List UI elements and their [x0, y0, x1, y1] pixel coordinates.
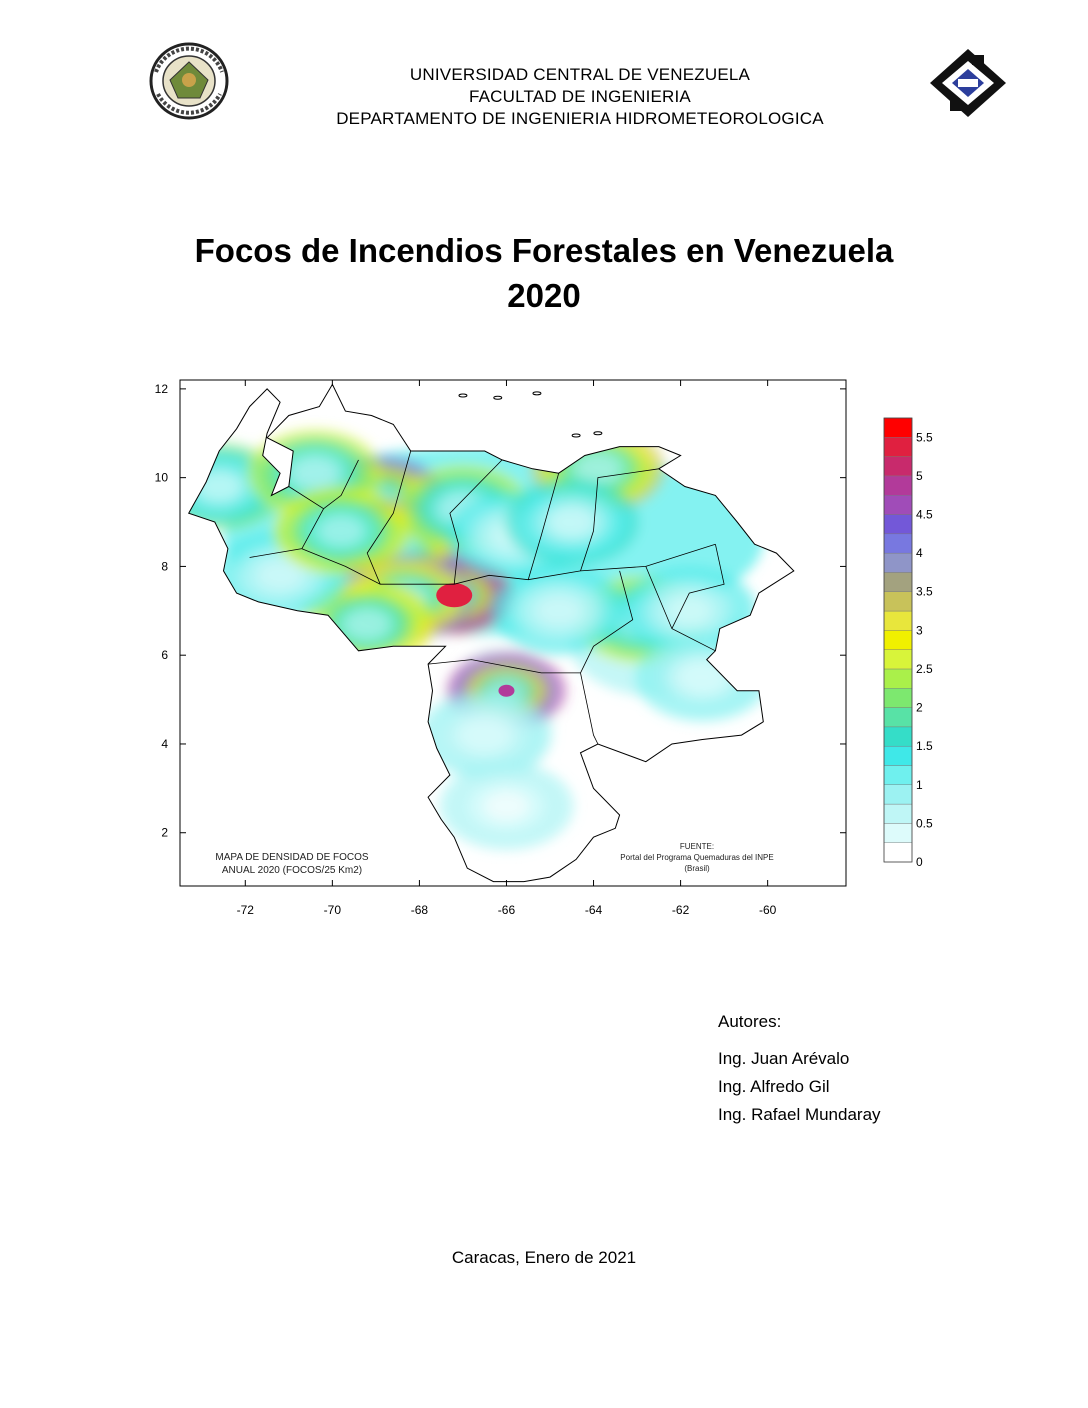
colorbar-label: 2.5 — [916, 662, 933, 676]
color-legend: 0 0.5 1 1.5 2 2.5 3 3.5 4 4.5 5 5.5 — [883, 417, 933, 869]
colorbar-swatch — [883, 552, 913, 573]
colorbar-label: 3.5 — [916, 585, 933, 599]
density-mark — [549, 507, 594, 537]
island — [571, 433, 581, 438]
map-source-2: Portal del Programa Quemaduras del INPE — [620, 853, 773, 862]
colorbar-swatch — [883, 475, 913, 496]
density-mark — [680, 662, 725, 692]
island — [458, 393, 468, 398]
colorbar-swatch — [883, 823, 913, 843]
header-department: DEPARTAMENTO DE INGENIERIA HIDROMETEOROL… — [336, 109, 824, 128]
x-tick-label: -68 — [411, 903, 429, 917]
state-border — [527, 473, 560, 580]
author-name: Ing. Rafael Mundaray — [718, 1105, 881, 1124]
colorbar-swatch — [883, 572, 913, 592]
page-title-year: 2020 — [507, 277, 581, 314]
colorbar-label: 5.5 — [916, 430, 933, 444]
colorbar-swatch — [883, 842, 913, 863]
colorbar-swatch — [883, 630, 913, 650]
x-tick-label: -72 — [237, 903, 255, 917]
state-border — [580, 570, 634, 745]
colorbar-swatch — [883, 668, 913, 689]
state-border — [366, 450, 412, 585]
y-tick-label: 6 — [161, 648, 168, 662]
colorbar-label: 1.5 — [916, 739, 933, 753]
density-peak — [436, 583, 473, 608]
colorbar-label: 2 — [916, 701, 923, 715]
x-tick-label: -64 — [585, 903, 603, 917]
colorbar-label: 3 — [916, 623, 923, 637]
university-seal-icon — [149, 42, 229, 120]
density-mark — [484, 791, 529, 821]
place-date: Caracas, Enero de 2021 — [451, 1248, 637, 1267]
island — [493, 395, 503, 400]
venezuela-border — [187, 383, 795, 883]
colorbar-label: 0 — [916, 855, 923, 869]
country-outline — [187, 383, 795, 883]
x-tick-label: -66 — [498, 903, 516, 917]
y-tick-label: 10 — [155, 471, 169, 485]
density-mark — [258, 560, 303, 590]
colorbar-label: 5 — [916, 469, 923, 483]
state-border — [671, 544, 725, 629]
author-name: Ing. Alfredo Gil — [718, 1077, 830, 1096]
colorbar-swatch — [883, 745, 913, 766]
y-tick-label: 2 — [161, 826, 168, 840]
density-mark — [667, 596, 712, 626]
page-title: Focos de Incendios Forestales en Venezue… — [194, 232, 894, 269]
header-university: UNIVERSIDAD CENTRAL DE VENEZUELA — [409, 65, 751, 84]
island — [593, 431, 603, 436]
density-mark — [318, 516, 364, 546]
state-border — [428, 659, 581, 674]
density-mark — [462, 720, 507, 750]
x-tick-label: -60 — [759, 903, 777, 917]
state-border — [288, 459, 359, 510]
colorbar-swatch — [883, 533, 913, 554]
colorbar-swatch — [883, 707, 913, 728]
colorbar-swatch — [883, 514, 913, 535]
colorbar-swatch — [883, 417, 913, 438]
colorbar-label: 4 — [916, 546, 923, 560]
colorbar-swatch — [883, 803, 913, 824]
island — [532, 391, 542, 396]
state-border — [580, 468, 659, 572]
colorbar-swatch — [883, 765, 913, 785]
density-mark — [197, 472, 242, 501]
map-source-1: FUENTE: — [680, 842, 714, 851]
fire-density-map: -72 -70 -68 -66 -64 -62 -60 2 4 6 8 10 12 0 0.5 1 1.5 2 2… — [155, 379, 933, 917]
y-tick-label: 12 — [155, 382, 169, 396]
map-source-3: (Brasil) — [684, 864, 710, 873]
colorbar-label: 4.5 — [916, 508, 933, 522]
colorbar-swatch — [883, 610, 913, 631]
y-tick-label: 8 — [161, 559, 168, 573]
x-tick-label: -70 — [324, 903, 342, 917]
authors-heading: Autores: — [718, 1012, 782, 1031]
density-layer — [188, 424, 770, 851]
density-mark — [345, 609, 390, 639]
colorbar-label: 0.5 — [916, 816, 933, 830]
state-border — [449, 459, 503, 585]
colorbar-swatch — [883, 688, 913, 708]
colorbar-swatch — [883, 437, 913, 457]
header-faculty: FACULTAD DE INGENIERIA — [469, 87, 691, 106]
colorbar-swatch — [883, 726, 913, 747]
colorbar-swatch — [883, 784, 913, 805]
map-note-left-1: MAPA DE DENSIDAD DE FOCOS — [215, 852, 369, 863]
density-peak — [498, 684, 515, 697]
colorbar-swatch — [883, 495, 913, 515]
department-emblem-icon — [930, 49, 1006, 117]
density-mark — [536, 596, 581, 626]
colorbar-swatch — [883, 591, 913, 612]
density-mark — [292, 458, 338, 488]
map-note-left-2: ANUAL 2020 (FOCOS/25 Km2) — [222, 865, 362, 876]
colorbar-swatch — [883, 649, 913, 670]
state-border — [301, 543, 716, 585]
axes: -72 -70 -68 -66 -64 -62 -60 2 4 6 8 10 12 — [155, 380, 846, 917]
x-tick-label: -62 — [672, 903, 690, 917]
author-name: Ing. Juan Arévalo — [718, 1049, 850, 1068]
colorbar-swatch — [883, 456, 913, 477]
colorbar-label: 1 — [916, 778, 923, 792]
y-tick-label: 4 — [161, 737, 168, 751]
